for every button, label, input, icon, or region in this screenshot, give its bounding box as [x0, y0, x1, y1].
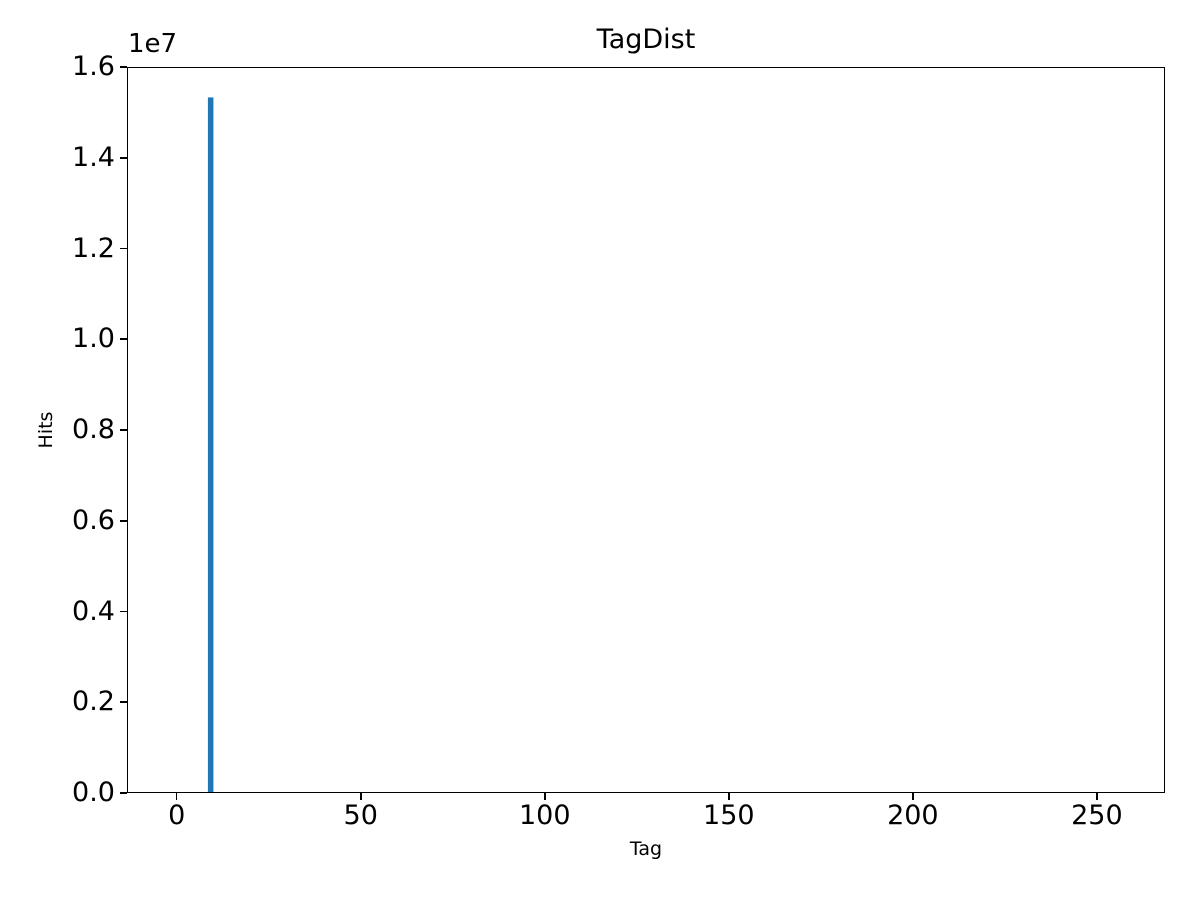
y-axis-label: Hits: [35, 411, 57, 449]
x-axis-tick-mark: [1096, 793, 1098, 800]
y-axis-tick-label: 1.4: [72, 141, 115, 173]
x-axis-tick-label: 100: [518, 800, 571, 831]
plot-axes-area: [127, 67, 1165, 793]
y-axis-tick-label: 1.2: [72, 232, 115, 264]
x-axis-tick-label: 0: [168, 800, 186, 831]
y-axis-tick-mark: [120, 247, 127, 250]
bar: [207, 97, 214, 792]
plot-canvas: [207, 97, 214, 792]
y-axis-tick-mark: [120, 338, 127, 341]
y-axis-tick-mark: [120, 519, 127, 522]
x-axis-tick-mark: [912, 793, 914, 800]
y-axis-tick-mark: [120, 701, 127, 704]
x-axis-tick-mark: [175, 793, 178, 800]
x-axis-tick-label: 200: [887, 800, 939, 831]
x-axis-tick-label: 50: [343, 800, 378, 831]
y-axis-tick-label: 0.2: [72, 686, 115, 718]
y-axis-tick-label: 1.0: [72, 323, 115, 355]
x-axis-tick-label: 250: [1071, 800, 1123, 831]
y-axis-label-wrapper: Hits: [26, 67, 66, 793]
y-axis-tick-label: 1.6: [72, 51, 115, 82]
y-axis-tick-mark: [120, 792, 127, 794]
x-axis-tick-mark: [543, 793, 546, 800]
x-axis-tick-label: 150: [703, 800, 755, 831]
y-axis-tick-mark: [120, 429, 127, 431]
x-axis-label: Tag: [629, 838, 663, 860]
chart-title: TagDist: [596, 24, 696, 55]
y-axis-tick-label: 0.8: [72, 414, 115, 445]
y-axis-tick-label: 0.6: [72, 504, 115, 536]
y-axis-offset-label: 1e7: [128, 29, 178, 59]
x-axis-tick-mark: [359, 793, 362, 800]
y-axis-tick-mark: [120, 156, 127, 159]
y-axis-tick-mark: [120, 610, 127, 613]
y-axis-tick-label: 0.4: [72, 595, 115, 627]
y-axis-tick-label: 0.0: [72, 777, 115, 808]
y-axis-tick-mark: [120, 66, 127, 68]
x-axis-tick-mark: [728, 793, 730, 800]
y-axis-tick-labels: 0.0 0.2 0.4 0.6 0.8 1.0 1.2 1.4 1.6: [0, 0, 115, 900]
